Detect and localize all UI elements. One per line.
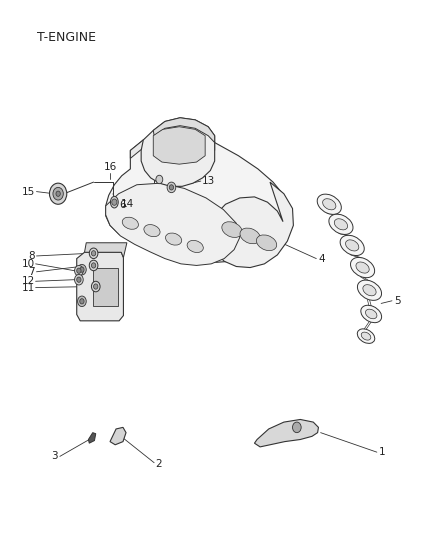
Circle shape	[53, 188, 64, 200]
Circle shape	[56, 191, 60, 196]
Circle shape	[92, 281, 100, 292]
Polygon shape	[88, 433, 96, 443]
Ellipse shape	[187, 240, 203, 253]
Polygon shape	[254, 419, 318, 447]
Ellipse shape	[144, 224, 160, 237]
Polygon shape	[141, 118, 215, 187]
Ellipse shape	[357, 280, 381, 301]
Text: 15: 15	[22, 187, 35, 197]
Polygon shape	[131, 131, 215, 158]
Ellipse shape	[363, 285, 376, 296]
Text: 10: 10	[22, 259, 35, 269]
Ellipse shape	[365, 309, 377, 319]
Ellipse shape	[166, 233, 182, 245]
Circle shape	[89, 260, 98, 271]
Ellipse shape	[323, 199, 336, 210]
Text: 4: 4	[318, 254, 325, 264]
Circle shape	[156, 175, 163, 184]
Circle shape	[92, 251, 96, 256]
Polygon shape	[153, 127, 205, 164]
Ellipse shape	[240, 228, 260, 244]
Text: 7: 7	[28, 267, 35, 277]
Circle shape	[112, 199, 117, 205]
Text: 3: 3	[52, 451, 58, 462]
Text: 8: 8	[28, 251, 35, 261]
Polygon shape	[77, 252, 124, 321]
Circle shape	[77, 268, 81, 273]
Ellipse shape	[222, 222, 242, 237]
Polygon shape	[153, 118, 215, 142]
Ellipse shape	[357, 329, 375, 343]
Polygon shape	[106, 131, 287, 262]
Text: 13: 13	[202, 176, 215, 186]
Ellipse shape	[317, 194, 341, 214]
Text: 1: 1	[379, 447, 385, 457]
Ellipse shape	[334, 219, 348, 230]
Ellipse shape	[356, 262, 369, 273]
Ellipse shape	[110, 196, 118, 208]
Circle shape	[78, 264, 86, 275]
Circle shape	[167, 182, 176, 192]
Circle shape	[74, 274, 83, 285]
Text: T-ENGINE: T-ENGINE	[37, 30, 96, 44]
Text: 16: 16	[103, 161, 117, 172]
Circle shape	[293, 422, 301, 433]
Circle shape	[92, 263, 96, 268]
Polygon shape	[110, 427, 126, 445]
Circle shape	[74, 265, 83, 276]
Ellipse shape	[122, 217, 138, 229]
Text: 5: 5	[394, 296, 401, 306]
Ellipse shape	[340, 235, 364, 255]
Text: 11: 11	[22, 282, 35, 293]
Ellipse shape	[329, 214, 353, 235]
Ellipse shape	[256, 235, 277, 251]
Polygon shape	[209, 182, 293, 268]
Ellipse shape	[350, 257, 374, 278]
Circle shape	[80, 298, 84, 304]
Text: 14: 14	[120, 199, 134, 209]
Circle shape	[78, 296, 86, 306]
Polygon shape	[106, 183, 240, 265]
Text: 6: 6	[120, 199, 126, 209]
Text: 12: 12	[22, 276, 35, 286]
Circle shape	[77, 277, 81, 282]
Circle shape	[80, 267, 84, 272]
Polygon shape	[85, 243, 127, 257]
Ellipse shape	[361, 332, 371, 340]
Circle shape	[89, 248, 98, 259]
Text: 2: 2	[155, 459, 162, 469]
Ellipse shape	[361, 305, 381, 322]
Polygon shape	[93, 268, 118, 305]
Ellipse shape	[346, 240, 359, 251]
Circle shape	[94, 284, 98, 289]
Text: 9: 9	[151, 152, 157, 162]
Circle shape	[49, 183, 67, 204]
Circle shape	[169, 185, 173, 190]
